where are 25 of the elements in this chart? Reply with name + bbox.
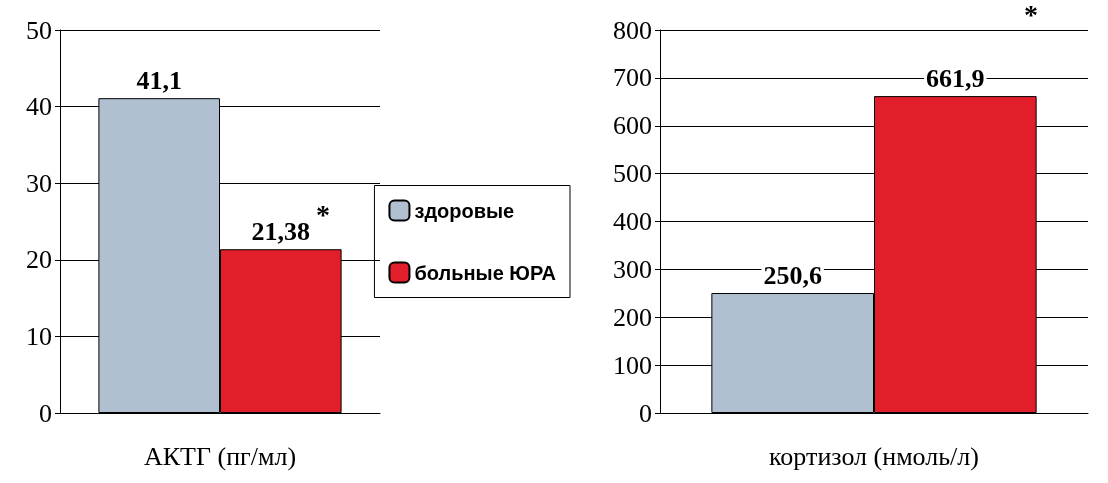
- x-axis-title: АКТГ (пг/мл): [143, 441, 297, 471]
- y-tick-label: 300: [613, 254, 652, 284]
- data-label: 41,1: [136, 65, 182, 95]
- y-tick-label: 0: [39, 398, 52, 428]
- y-tick-label: 700: [613, 63, 652, 93]
- legend-label: здоровые: [414, 199, 515, 222]
- y-tick-label: 200: [613, 302, 652, 332]
- y-tick-label: 400: [613, 207, 652, 236]
- y-tick-label: 30: [26, 168, 52, 198]
- y-tick-label: 50: [26, 15, 52, 45]
- text: *: [1024, 0, 1038, 30]
- y-tick-label: 100: [613, 350, 652, 380]
- y-tick-label: 0: [639, 398, 652, 428]
- data-label: 21,38: [251, 216, 311, 246]
- y-tick-label: 600: [613, 111, 652, 141]
- y-tick-label: 40: [26, 92, 52, 122]
- annotation: *: [316, 198, 330, 230]
- y-tick-label: 20: [26, 245, 52, 275]
- y-tick-label: 10: [26, 321, 52, 351]
- data-label: 661,9: [926, 63, 985, 93]
- y-tick-label: 800: [613, 15, 652, 45]
- y-tick-label: 500: [613, 159, 652, 189]
- data-label: 250,6: [763, 260, 822, 290]
- legend-label: больные ЮРА: [414, 261, 556, 284]
- x-axis-title: кортизол (нмоль/л): [769, 441, 979, 471]
